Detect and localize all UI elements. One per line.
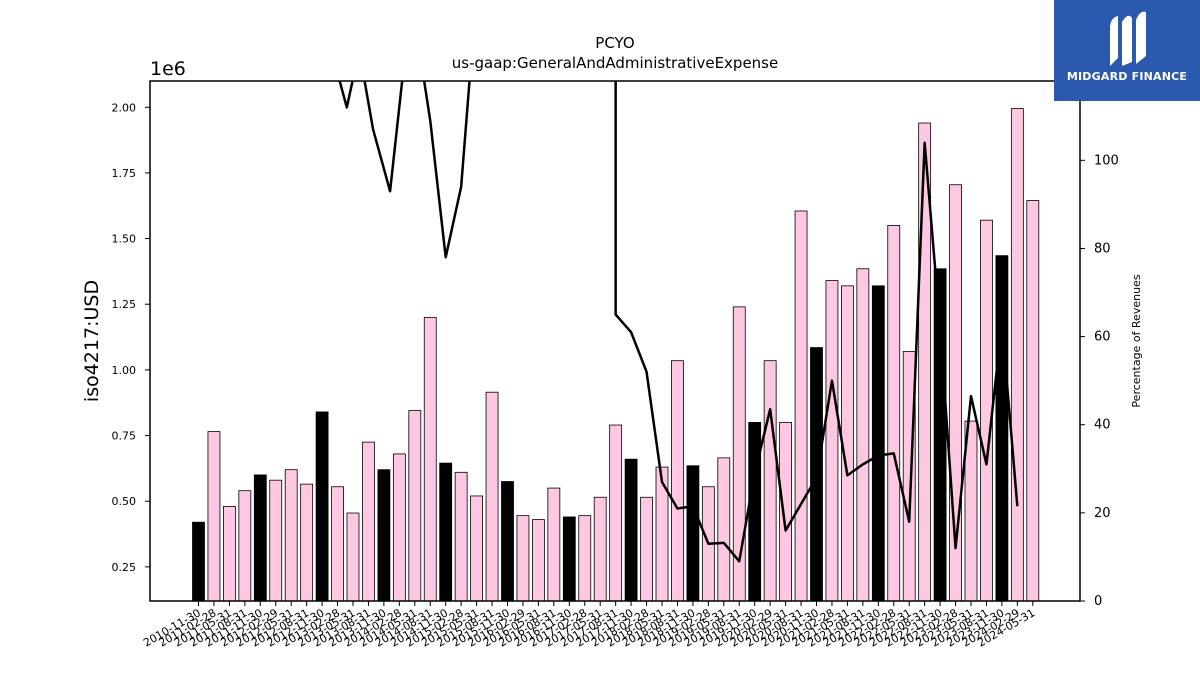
y-tick-label-right: 0	[1094, 594, 1102, 609]
bar-2012-11-30	[315, 411, 329, 602]
line-group	[338, 81, 1019, 563]
bar-2023-11-30	[995, 255, 1009, 602]
x-ticks: 2010-11-302011-02-282011-05-312011-08-31…	[141, 601, 1037, 650]
y-tick-label-left: 1.25	[112, 298, 137, 311]
chart-title: PCYO	[595, 34, 634, 52]
bar-2014-11-30	[439, 462, 453, 602]
bar-2017-11-30	[624, 458, 638, 602]
y-tick-label-left: 1.00	[112, 364, 137, 377]
bar-2020-08-31	[794, 210, 808, 602]
bar-2022-02-28	[887, 225, 901, 602]
bar-2010-11-30	[192, 521, 205, 602]
bar-2016-11-30	[562, 516, 576, 602]
y-tick-label-right: 20	[1094, 506, 1111, 521]
y-tick-label-left: 0.25	[112, 561, 137, 574]
bar-2014-08-31	[423, 316, 437, 602]
y-tick-label-left: 0.75	[112, 430, 137, 443]
y-ticks-right: 0 20 40 60 80 100	[1080, 153, 1119, 609]
bar-2016-08-31	[547, 487, 561, 602]
y-tick-label-right: 40	[1094, 418, 1111, 433]
y-axis-label: iso4217:USD	[81, 280, 103, 402]
bar-2020-05-31	[779, 422, 792, 602]
bar-2015-11-30	[501, 481, 514, 602]
bar-2017-08-31	[609, 424, 623, 602]
y-axis-right-label: Percentage of Revenues	[1130, 274, 1143, 407]
bar-2023-08-31	[980, 219, 993, 602]
bar-2011-02-28	[207, 431, 221, 602]
brand-logo: MIDGARD FINANCE	[1054, 0, 1200, 101]
bar-2013-02-28	[331, 486, 344, 602]
y-tick-label-right: 60	[1094, 330, 1111, 345]
bar-2011-05-31	[222, 506, 236, 602]
bar-2014-05-31	[408, 410, 422, 602]
bar-2013-11-30	[377, 469, 391, 602]
bar-2015-05-31	[470, 495, 484, 602]
logo-mark-icon	[1110, 11, 1146, 66]
y-tick-label-left: 2.00	[112, 101, 137, 114]
y-tick-label-right: 80	[1094, 241, 1111, 256]
y-tick-label-left: 0.50	[112, 495, 137, 508]
bar-2012-08-31	[300, 483, 314, 602]
bar-2018-11-30	[686, 465, 700, 602]
bar-2014-02-28	[392, 453, 406, 602]
y-tick-label-right: 100	[1094, 153, 1119, 168]
logo-text: MIDGARD FINANCE	[1066, 70, 1188, 83]
bar-2024-02-29	[1010, 108, 1024, 602]
bar-2020-02-29	[763, 360, 777, 602]
bar-2012-05-31	[284, 469, 298, 602]
bar-2011-08-31	[238, 490, 252, 602]
bar-2015-02-28	[454, 471, 468, 602]
bar-2017-02-28	[578, 515, 592, 602]
bar-2018-02-28	[640, 496, 653, 602]
plot-frame	[149, 80, 1081, 602]
bar-2018-08-31	[671, 360, 684, 602]
bar-2011-11-30	[253, 474, 267, 602]
bar-2013-05-31	[346, 512, 360, 602]
bar-2019-11-30	[748, 422, 762, 602]
y-tick-label-left: 1.75	[112, 167, 137, 180]
bar-2021-11-30	[871, 285, 885, 602]
bar-2016-05-31	[532, 519, 545, 602]
chart-subtitle: us-gaap:GeneralAndAdministrativeExpense	[452, 54, 778, 72]
y-offset-label: 1e6	[150, 58, 186, 80]
y-ticks-left: 0.25 0.50 0.75 1.00 1.25 1.50 1.75 2.00	[112, 101, 150, 574]
bar-2012-02-29	[269, 479, 283, 602]
percentage-line-segment-0	[338, 81, 471, 259]
bar-2021-08-31	[856, 268, 870, 602]
bar-2016-02-29	[516, 515, 530, 602]
percentage-line-segment-1	[614, 81, 1019, 563]
y-tick-label-left: 1.50	[112, 233, 137, 246]
bar-2015-08-31	[485, 391, 499, 602]
bar-2024-05-31	[1026, 200, 1040, 602]
bar-2017-05-31	[593, 496, 607, 602]
bar-2019-05-31	[717, 457, 731, 602]
bar-2013-08-31	[362, 441, 375, 602]
bar-2021-02-28	[825, 280, 839, 602]
